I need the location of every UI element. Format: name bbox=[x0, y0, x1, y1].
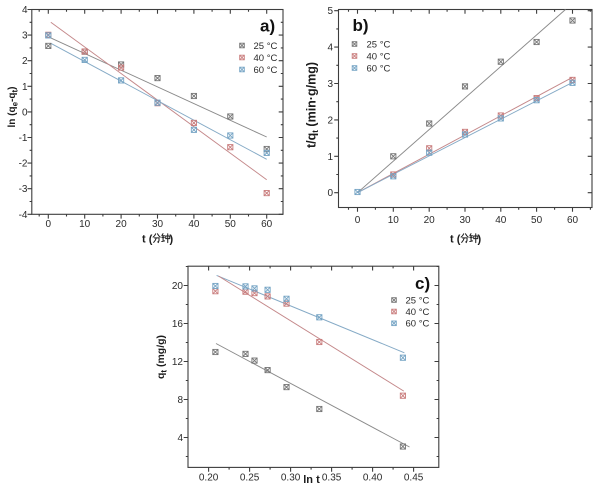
svg-text:0: 0 bbox=[355, 215, 361, 226]
svg-text:a): a) bbox=[260, 17, 275, 36]
svg-text:60: 60 bbox=[261, 219, 273, 230]
svg-text:40 °C: 40 °C bbox=[254, 53, 278, 64]
svg-text:25 °C: 25 °C bbox=[254, 41, 278, 52]
svg-text:60 °C: 60 °C bbox=[254, 65, 278, 76]
svg-text:50: 50 bbox=[225, 219, 237, 230]
svg-text:0: 0 bbox=[22, 107, 28, 118]
svg-text:t (: t ( bbox=[142, 234, 153, 246]
svg-text:0.30: 0.30 bbox=[281, 473, 301, 484]
svg-text:20: 20 bbox=[172, 281, 184, 292]
svg-text:qt (mg/g): qt (mg/g) bbox=[155, 335, 169, 379]
svg-text:60 °C: 60 °C bbox=[406, 319, 430, 330]
svg-text:1: 1 bbox=[22, 82, 28, 93]
svg-text:ln t: ln t bbox=[303, 474, 320, 486]
svg-text:40: 40 bbox=[188, 219, 200, 230]
svg-text:25 °C: 25 °C bbox=[406, 295, 430, 306]
svg-text:30: 30 bbox=[459, 215, 471, 226]
svg-text:): ) bbox=[170, 234, 174, 246]
svg-text:0.35: 0.35 bbox=[322, 473, 342, 484]
svg-text:40 °C: 40 °C bbox=[367, 51, 391, 62]
svg-text:0.20: 0.20 bbox=[199, 473, 219, 484]
svg-text:30: 30 bbox=[152, 219, 164, 230]
svg-text:50: 50 bbox=[531, 215, 543, 226]
svg-text:40 °C: 40 °C bbox=[406, 307, 430, 318]
svg-text:t/qt (min·g/mg): t/qt (min·g/mg) bbox=[305, 62, 321, 148]
svg-text:b): b) bbox=[353, 16, 369, 35]
svg-text:c): c) bbox=[415, 274, 430, 293]
svg-text:): ) bbox=[478, 234, 482, 246]
svg-text:4: 4 bbox=[22, 5, 28, 16]
svg-text:3: 3 bbox=[327, 79, 333, 90]
svg-text:5: 5 bbox=[327, 6, 333, 17]
svg-text:10: 10 bbox=[79, 219, 91, 230]
svg-text:2: 2 bbox=[327, 115, 333, 126]
svg-text:16: 16 bbox=[172, 319, 184, 330]
svg-text:1: 1 bbox=[327, 152, 333, 163]
svg-text:0.40: 0.40 bbox=[363, 473, 383, 484]
svg-text:-1: -1 bbox=[19, 133, 28, 144]
svg-text:0: 0 bbox=[46, 219, 52, 230]
svg-text:60 °C: 60 °C bbox=[367, 63, 391, 74]
svg-text:8: 8 bbox=[177, 395, 183, 406]
svg-text:0.45: 0.45 bbox=[404, 473, 424, 484]
svg-text:20: 20 bbox=[424, 215, 436, 226]
svg-text:0: 0 bbox=[327, 188, 333, 199]
svg-text:0.25: 0.25 bbox=[240, 473, 260, 484]
svg-text:12: 12 bbox=[172, 357, 184, 368]
svg-text:4: 4 bbox=[327, 43, 333, 54]
svg-text:25 °C: 25 °C bbox=[367, 39, 391, 50]
svg-text:2: 2 bbox=[22, 56, 28, 67]
svg-text:t (: t ( bbox=[450, 234, 461, 246]
svg-text:-2: -2 bbox=[19, 159, 28, 170]
svg-text:-4: -4 bbox=[19, 210, 28, 221]
svg-text:40: 40 bbox=[495, 215, 507, 226]
svg-text:20: 20 bbox=[116, 219, 128, 230]
svg-text:10: 10 bbox=[388, 215, 400, 226]
svg-text:4: 4 bbox=[177, 433, 183, 444]
svg-text:3: 3 bbox=[22, 31, 28, 42]
svg-text:ln (qe-qt): ln (qe-qt) bbox=[7, 86, 20, 127]
svg-text:-3: -3 bbox=[19, 184, 28, 195]
svg-text:60: 60 bbox=[567, 215, 579, 226]
